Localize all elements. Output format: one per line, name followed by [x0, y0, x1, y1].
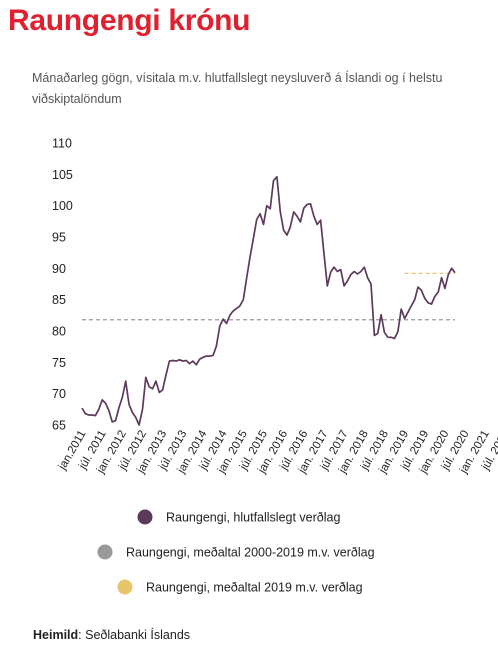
y-axis: 65 70 75 80 85 90 95 100 105 110	[52, 137, 73, 433]
y-tick-label: 70	[52, 387, 66, 401]
source-note: Heimild: Seðlabanki Íslands	[33, 628, 190, 642]
real-exchange-rate-line	[81, 175, 456, 426]
legend-label: Raungengi, hlutfallslegt verðlag	[166, 511, 340, 525]
y-tick-label: 85	[52, 293, 66, 307]
y-tick-label: 75	[52, 356, 66, 370]
source-text: Seðlabanki Íslands	[85, 628, 191, 642]
legend-label: Raungengi, meðaltal 2000-2019 m.v. verðl…	[126, 546, 375, 560]
y-tick-label: 110	[52, 137, 72, 151]
y-tick-label: 95	[52, 231, 66, 245]
y-tick-label: 100	[52, 199, 73, 213]
y-tick-label: 105	[52, 168, 73, 182]
y-tick-label: 80	[52, 325, 66, 339]
chart-title: Raungengi krónu	[8, 4, 251, 37]
legend-marker	[97, 544, 113, 560]
source-colon: :	[78, 628, 86, 642]
series-lines	[81, 175, 456, 426]
chart-subtitle: Mánaðarleg gögn, vísitala m.v. hlutfalls…	[32, 71, 443, 106]
legend-marker	[117, 579, 133, 595]
reference-lines	[82, 272, 455, 321]
source-label: Heimild	[33, 628, 79, 642]
y-tick-label: 65	[52, 419, 66, 433]
legend: Raungengi, hlutfallslegt verðlag Raungeng…	[97, 509, 375, 595]
y-tick-label: 90	[52, 262, 66, 276]
legend-marker	[137, 509, 153, 525]
legend-label: Raungengi, meðaltal 2019 m.v. verðlag	[146, 581, 363, 595]
